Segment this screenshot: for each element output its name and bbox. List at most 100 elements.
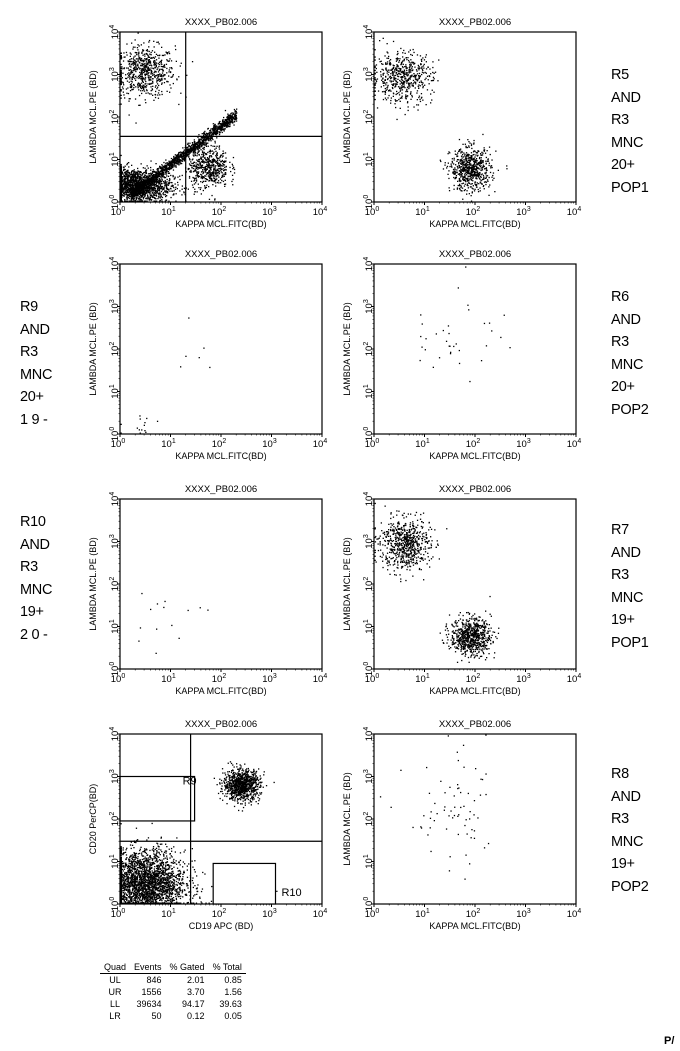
data-point — [419, 85, 421, 87]
data-point — [158, 167, 160, 169]
data-point — [131, 193, 134, 195]
data-point — [222, 119, 224, 121]
data-point — [218, 131, 221, 133]
data-point — [194, 142, 196, 144]
data-point — [215, 161, 217, 164]
data-point — [128, 73, 131, 75]
data-point — [159, 187, 161, 189]
data-point — [155, 198, 157, 200]
data-point — [146, 178, 148, 180]
data-point — [140, 196, 143, 198]
data-point — [147, 188, 149, 190]
data-point — [401, 70, 403, 72]
data-point — [195, 182, 197, 184]
data-point — [151, 71, 153, 73]
data-point — [430, 80, 433, 82]
data-point — [146, 185, 148, 187]
data-point — [464, 153, 466, 155]
data-point — [149, 173, 151, 175]
data-point — [380, 86, 382, 88]
data-point — [161, 185, 164, 188]
data-point — [475, 172, 477, 174]
data-point — [174, 157, 177, 159]
data-point — [177, 153, 180, 155]
data-point — [143, 174, 146, 176]
data-point — [405, 98, 407, 100]
data-point — [165, 51, 167, 53]
data-point — [399, 107, 401, 109]
data-point — [405, 57, 407, 59]
data-point — [163, 78, 166, 80]
data-point — [148, 197, 150, 200]
data-point — [120, 58, 122, 60]
data-point — [405, 94, 407, 96]
data-point — [153, 174, 155, 176]
data-point — [224, 152, 227, 154]
data-point — [198, 150, 200, 152]
data-point — [470, 177, 472, 179]
data-point — [150, 179, 153, 182]
data-point — [400, 73, 402, 75]
data-point — [196, 159, 198, 161]
data-point — [176, 159, 178, 161]
data-point — [150, 90, 152, 92]
data-point — [141, 62, 143, 65]
data-point — [130, 184, 132, 186]
data-point — [382, 74, 384, 76]
data-point — [203, 142, 205, 144]
data-point — [384, 87, 386, 90]
data-point — [148, 39, 151, 42]
data-point — [204, 161, 206, 163]
data-point — [418, 81, 421, 83]
data-point — [131, 186, 133, 188]
data-point — [138, 184, 140, 186]
data-point — [179, 160, 181, 162]
data-point — [144, 55, 146, 57]
data-point — [150, 172, 152, 174]
data-point — [162, 192, 165, 194]
data-point — [122, 183, 125, 185]
data-point — [129, 172, 131, 174]
data-point — [178, 162, 180, 164]
data-point — [121, 81, 123, 83]
data-point — [205, 153, 207, 155]
data-point — [188, 150, 190, 152]
data-point — [207, 163, 210, 165]
data-point — [136, 173, 138, 175]
data-point — [419, 100, 422, 103]
data-point — [218, 157, 220, 160]
data-point — [393, 83, 395, 85]
data-point — [165, 166, 167, 169]
data-point — [233, 168, 236, 171]
data-point — [149, 194, 152, 196]
data-point — [153, 186, 155, 189]
data-point — [386, 88, 388, 90]
data-point — [217, 165, 220, 168]
data-point — [395, 84, 397, 86]
data-point — [142, 81, 144, 83]
data-point — [151, 171, 154, 173]
data-point — [175, 193, 177, 195]
data-point — [144, 178, 146, 180]
data-point — [413, 75, 415, 77]
data-point — [213, 172, 215, 174]
data-point — [142, 189, 144, 191]
data-point — [231, 121, 233, 123]
data-point — [154, 187, 156, 190]
data-point — [129, 188, 131, 191]
data-point — [149, 196, 152, 198]
data-point — [163, 187, 165, 189]
data-point — [170, 60, 173, 62]
data-point — [173, 166, 175, 168]
data-point — [134, 69, 136, 71]
data-point — [210, 177, 213, 179]
data-point — [153, 60, 155, 62]
data-point — [218, 133, 221, 136]
data-point — [480, 182, 482, 184]
data-point — [130, 71, 132, 73]
data-point — [141, 191, 144, 193]
data-point — [149, 56, 151, 58]
data-point — [156, 83, 159, 85]
data-point — [409, 83, 411, 85]
data-point — [124, 191, 126, 194]
